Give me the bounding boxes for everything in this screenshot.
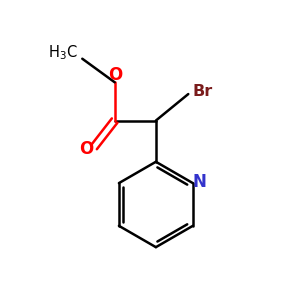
Text: N: N — [192, 173, 206, 191]
Text: O: O — [79, 140, 93, 158]
Text: Br: Br — [192, 84, 212, 99]
Text: H$_3$C: H$_3$C — [48, 43, 78, 62]
Text: O: O — [108, 66, 122, 84]
